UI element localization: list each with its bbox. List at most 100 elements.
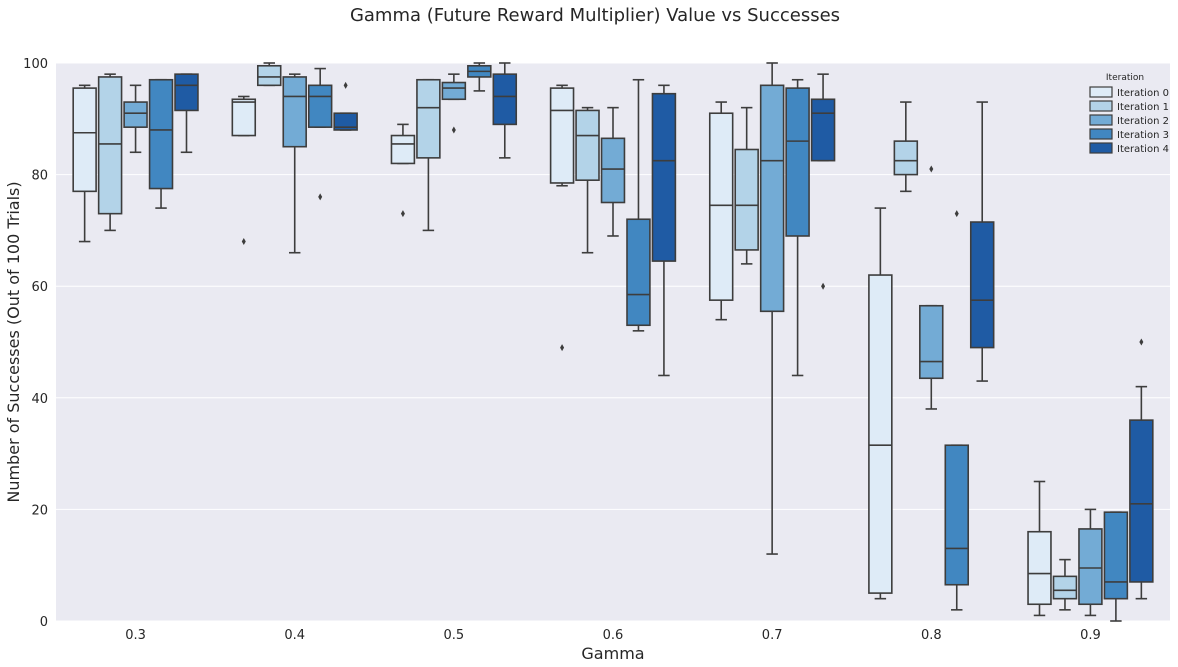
box	[600, 106, 626, 237]
x-tick-label: 0.4	[284, 628, 305, 643]
y-axis-label: Number of Successes (Out of 100 Trials)	[4, 181, 23, 502]
box-body	[282, 76, 307, 148]
y-tick-labels: 0 20 40 60 80 100	[23, 57, 48, 630]
box	[148, 78, 174, 209]
outlier-point	[929, 165, 934, 173]
outlier-point	[954, 210, 959, 218]
box	[759, 62, 785, 555]
outlier-point	[451, 126, 456, 134]
legend-label: Iteration 1	[1117, 102, 1169, 113]
y-tick-label: 20	[31, 503, 48, 518]
x-tick-label: 0.6	[603, 628, 624, 643]
box	[174, 73, 199, 154]
box-body	[868, 274, 893, 594]
box-body	[919, 304, 944, 380]
box	[231, 95, 257, 246]
legend-swatch	[1089, 114, 1113, 126]
box-body	[575, 109, 600, 181]
box	[575, 106, 600, 254]
box-body	[492, 73, 518, 126]
box-body	[148, 78, 174, 190]
box-body	[333, 112, 358, 131]
outlier-point	[1139, 338, 1144, 346]
x-tick-label: 0.5	[444, 628, 465, 643]
gridlines	[56, 62, 1170, 622]
box-body	[1103, 511, 1129, 600]
box	[708, 101, 734, 321]
box	[944, 210, 970, 611]
box-body	[708, 112, 734, 301]
box	[441, 73, 467, 134]
box-body	[785, 87, 810, 237]
box	[1078, 508, 1103, 617]
box	[282, 73, 307, 254]
box-body	[600, 137, 626, 204]
legend-swatch	[1089, 128, 1113, 140]
box-body	[123, 101, 148, 128]
box-body	[759, 84, 785, 313]
legend: Iteration Iteration 0 Iteration 1 Iteratio…	[1089, 73, 1169, 155]
box	[893, 101, 919, 193]
box-body	[97, 76, 123, 215]
legend-swatch	[1089, 86, 1113, 98]
box-body	[1052, 575, 1078, 600]
legend-label: Iteration 2	[1117, 116, 1169, 127]
box-body	[256, 64, 282, 87]
box-body	[626, 218, 651, 327]
box	[467, 62, 492, 92]
box	[810, 73, 836, 290]
legend-label: Iteration 3	[1117, 130, 1169, 141]
box-body	[390, 134, 416, 165]
box	[1103, 511, 1129, 622]
outlier-point	[318, 193, 323, 201]
box	[256, 62, 282, 87]
x-tick-label: 0.7	[762, 628, 783, 643]
box-body	[1129, 419, 1154, 583]
x-tick-labels: 0.3 0.4 0.5 0.6 0.7 0.8 0.9	[125, 628, 1101, 643]
box-body	[549, 87, 575, 184]
box-body	[651, 92, 677, 262]
outlier-point	[241, 238, 246, 246]
box-body	[231, 98, 257, 137]
box-body	[72, 87, 97, 193]
box	[123, 84, 148, 154]
box-body	[1078, 528, 1103, 606]
legend-swatch	[1089, 100, 1113, 112]
box	[549, 84, 575, 352]
y-tick-label: 80	[31, 169, 48, 184]
box-body	[810, 98, 836, 162]
box-body	[944, 444, 970, 586]
x-tick-label: 0.9	[1080, 628, 1101, 643]
box	[390, 123, 416, 218]
box	[626, 78, 651, 332]
y-tick-label: 100	[23, 57, 48, 72]
box-body	[1027, 530, 1052, 606]
x-axis-label: Gamma	[581, 644, 644, 663]
outlier-point	[343, 81, 348, 89]
box-body	[416, 78, 441, 159]
box	[1052, 558, 1078, 611]
box	[416, 78, 441, 232]
box	[919, 165, 944, 410]
legend-label: Iteration 4	[1117, 144, 1169, 155]
box-body	[969, 221, 995, 349]
y-tick-label: 60	[31, 280, 48, 295]
box	[492, 62, 518, 159]
legend-swatch	[1089, 142, 1113, 154]
chart-title: Gamma (Future Reward Multiplier) Value v…	[350, 5, 840, 26]
box	[969, 101, 995, 382]
box-body	[174, 73, 199, 112]
box	[72, 84, 97, 243]
box	[1129, 338, 1154, 600]
box	[333, 81, 358, 131]
legend-title: Iteration	[1106, 73, 1144, 83]
outlier-point	[400, 210, 405, 218]
box	[97, 73, 123, 232]
box	[307, 67, 333, 201]
box-body	[441, 81, 467, 101]
y-tick-label: 0	[40, 615, 48, 630]
box-body	[307, 84, 333, 128]
x-tick-label: 0.8	[921, 628, 942, 643]
outlier-point	[821, 282, 826, 290]
